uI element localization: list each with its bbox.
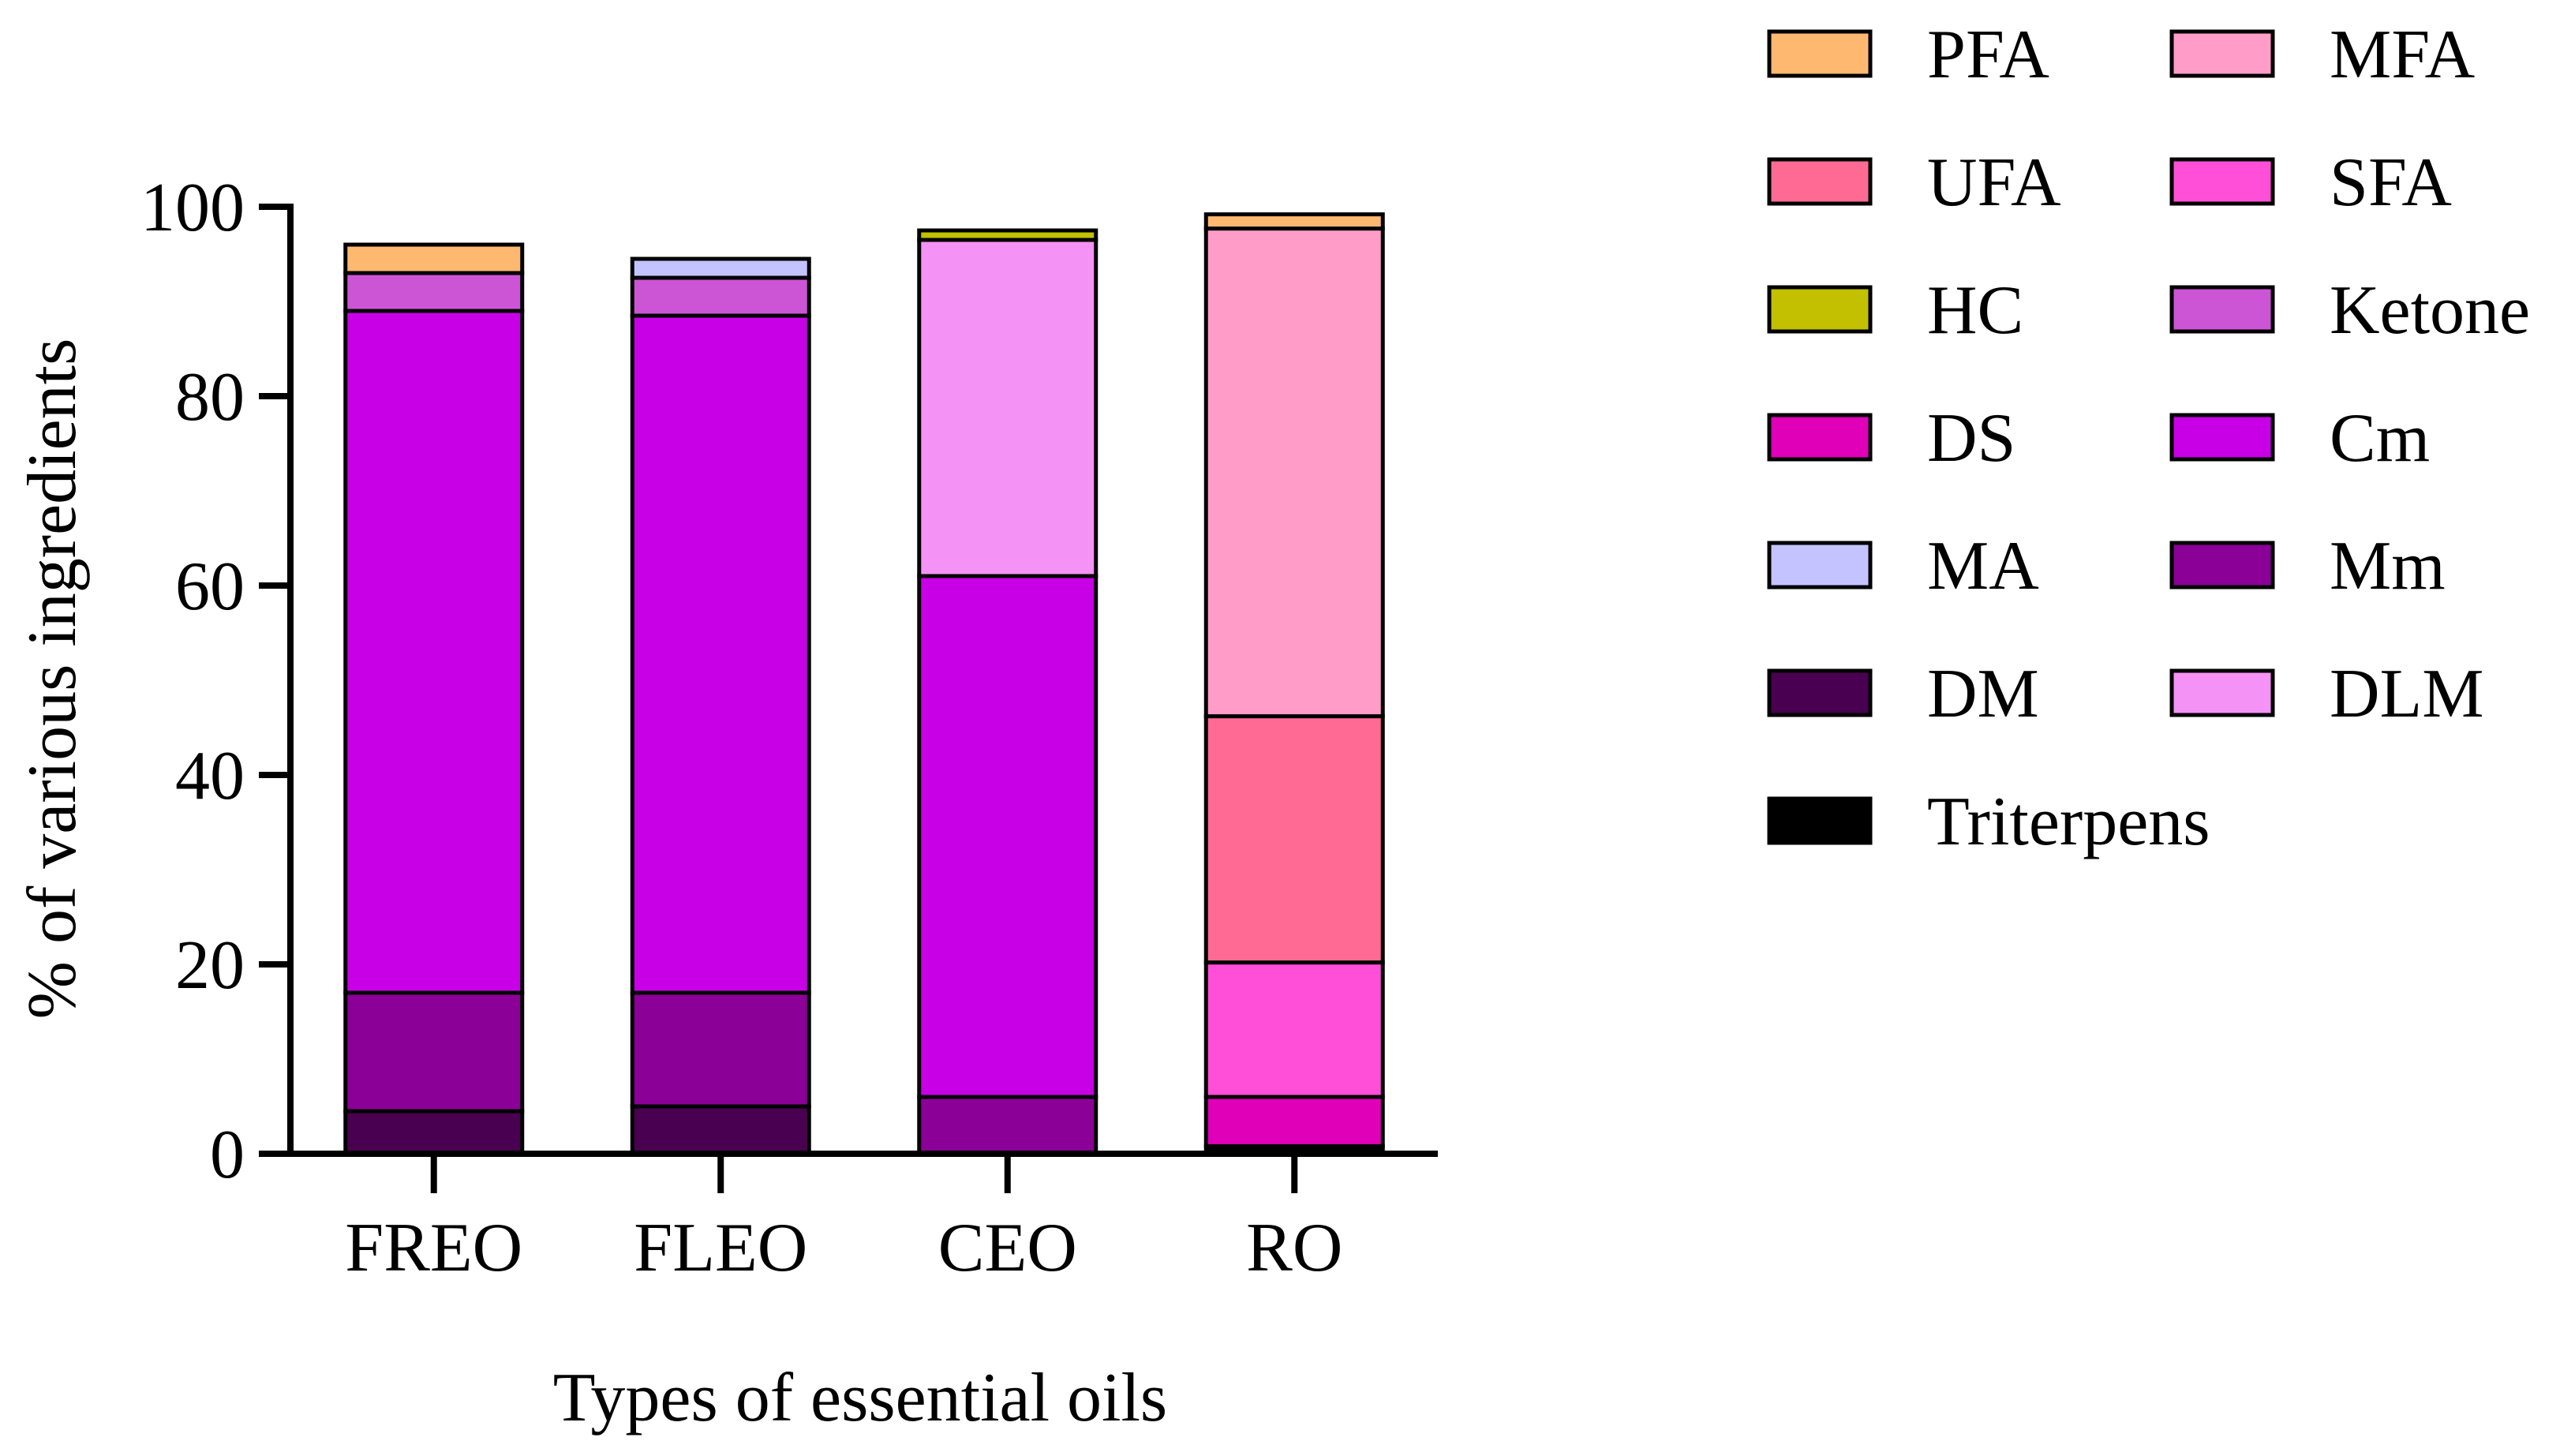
legend-swatch-cm — [2169, 413, 2275, 462]
x-tick-label-ro: RO — [1246, 1210, 1342, 1286]
legend-label-ds: DS — [1927, 400, 2016, 477]
y-tick-label-100: 100 — [140, 170, 245, 246]
x-tick-label-fleo: FLEO — [634, 1210, 807, 1286]
bar-segment-fleo-ketone — [630, 275, 811, 318]
bar-segment-ceo-mm — [917, 1095, 1098, 1156]
y-tick-label-0: 0 — [210, 1117, 245, 1193]
bar-segment-ro-mfa — [1203, 226, 1385, 719]
bar-segment-ceo-cm — [917, 574, 1098, 1099]
y-tick-label-20: 20 — [175, 927, 245, 1004]
bar-segment-fleo-mm — [630, 990, 811, 1109]
legend-swatch-ketone — [2169, 285, 2275, 334]
legend-label-hc: HC — [1927, 272, 2023, 349]
bar-segment-freo-mm — [343, 990, 525, 1114]
legend-swatch-mfa — [2169, 29, 2275, 78]
legend-swatch-ds — [1767, 413, 1873, 462]
legend-label-dm: DM — [1927, 656, 2039, 732]
legend-swatch-sfa — [2169, 157, 2275, 206]
legend-label-ufa: UFA — [1927, 144, 2061, 221]
bar-segment-ro-pfa — [1203, 212, 1385, 231]
y-tick-label-60: 60 — [175, 548, 245, 625]
legend-label-ketone: Ketone — [2330, 272, 2530, 349]
legend-label-sfa: SFA — [2330, 144, 2452, 221]
bar-segment-freo-dm — [343, 1109, 525, 1156]
bar-segment-ceo-dlm — [917, 238, 1098, 578]
legend-swatch-hc — [1767, 285, 1873, 334]
bar-segment-freo-cm — [343, 309, 525, 995]
bar-segment-ceo-hc — [917, 228, 1098, 242]
y-axis-title: % of various ingredients — [14, 339, 91, 1020]
legend-swatch-pfa — [1767, 29, 1873, 78]
legend-label-pfa: PFA — [1927, 17, 2049, 93]
x-tick-label-freo: FREO — [345, 1210, 522, 1286]
legend-swatch-dlm — [2169, 668, 2275, 717]
legend-swatch-mm — [2169, 541, 2275, 590]
legend-label-mfa: MFA — [2330, 17, 2475, 93]
legend-swatch-ma — [1767, 541, 1873, 590]
bar-segment-ro-sfa — [1203, 960, 1385, 1099]
bar-segment-fleo-dm — [630, 1104, 811, 1156]
y-tick-label-40: 40 — [175, 738, 245, 814]
bar-segment-ro-ufa — [1203, 714, 1385, 965]
legend-swatch-triterpens — [1767, 796, 1873, 845]
x-axis-title: Types of essential oils — [553, 1360, 1167, 1436]
legend-swatch-dm — [1767, 668, 1873, 717]
bar-segment-freo-ketone — [343, 271, 525, 313]
legend-swatch-ufa — [1767, 157, 1873, 206]
legend-label-dlm: DLM — [2330, 656, 2484, 732]
bar-segment-ro-ds — [1203, 1095, 1385, 1148]
x-tick-label-ceo: CEO — [938, 1210, 1077, 1286]
legend-label-triterpens: Triterpens — [1927, 784, 2210, 860]
bar-segment-fleo-cm — [630, 313, 811, 995]
bar-segment-freo-pfa — [343, 242, 525, 275]
legend-label-cm: Cm — [2330, 400, 2430, 477]
legend-label-mm: Mm — [2330, 528, 2446, 604]
y-tick-label-80: 80 — [175, 359, 245, 436]
bar-segment-fleo-ma — [630, 256, 811, 280]
legend-label-ma: MA — [1927, 528, 2039, 604]
